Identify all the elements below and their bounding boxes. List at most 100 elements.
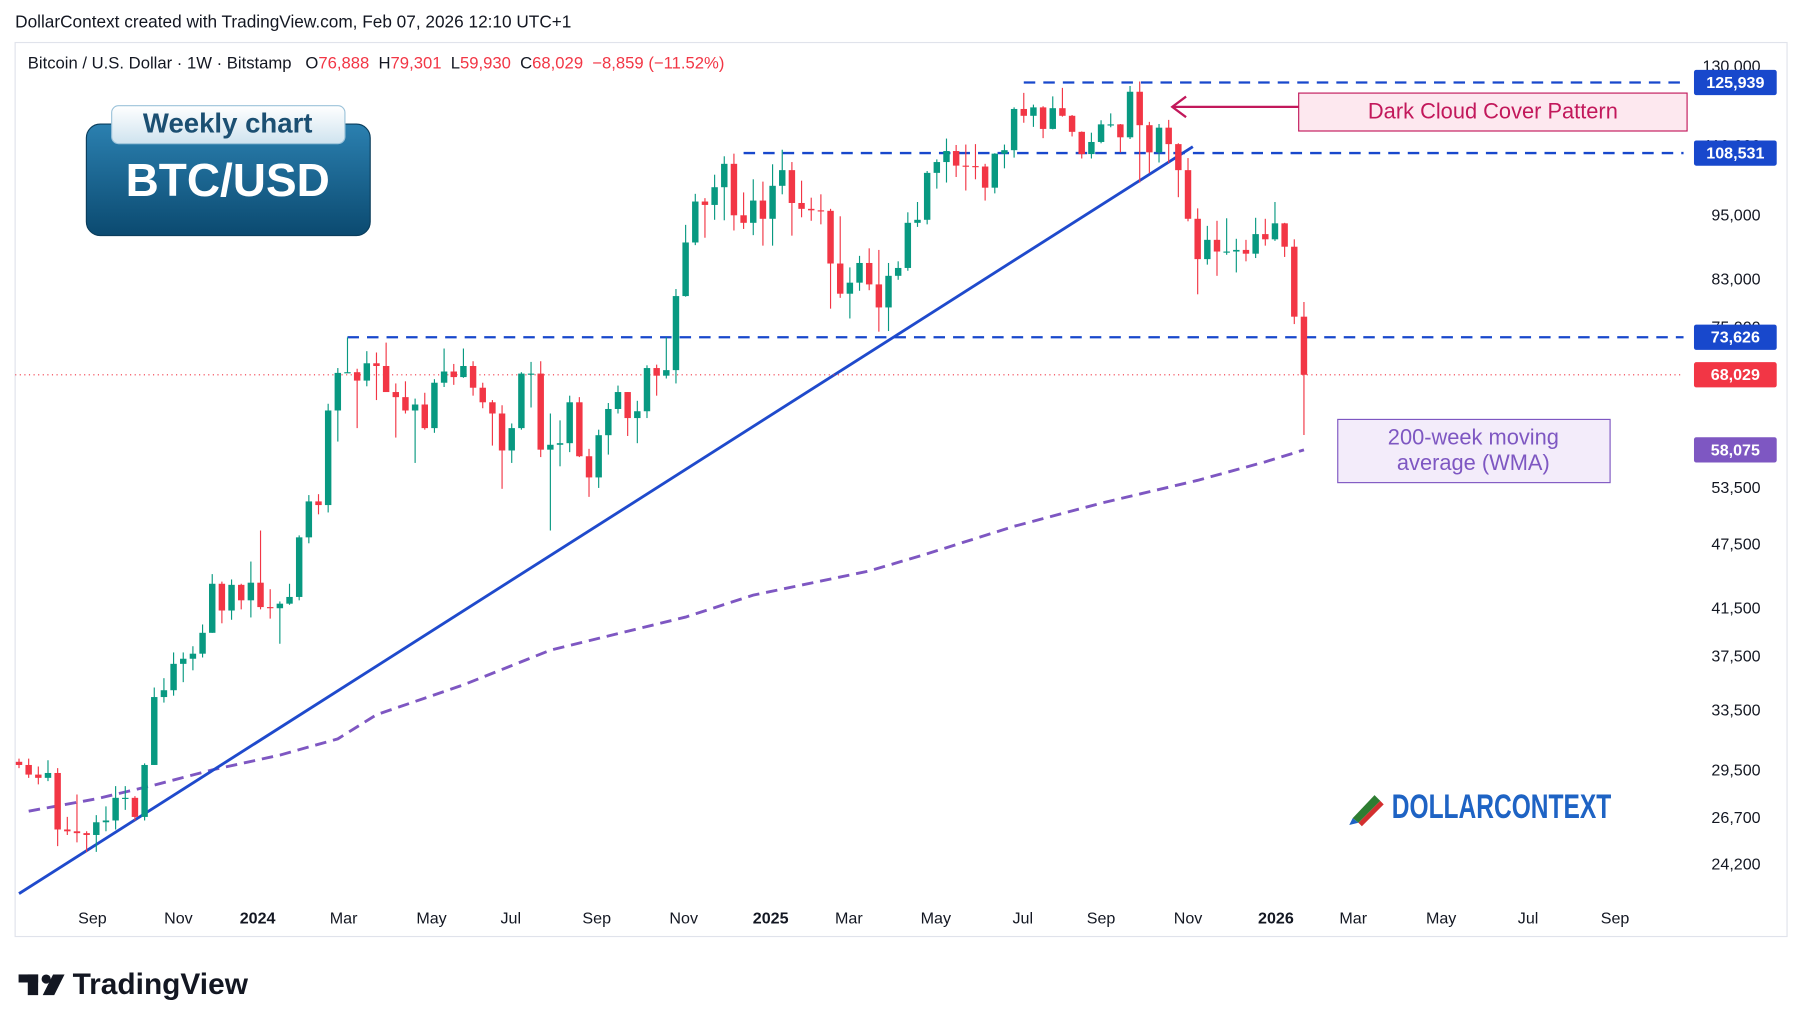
x-tick-label: Nov bbox=[1174, 910, 1203, 928]
x-tick-label: May bbox=[416, 910, 446, 928]
candle-body bbox=[537, 373, 544, 450]
candle-body bbox=[1213, 239, 1221, 252]
candle-body bbox=[141, 764, 148, 817]
candle-body bbox=[566, 402, 573, 444]
x-tick-label: Jul bbox=[1013, 910, 1034, 928]
header: DollarContext created with TradingView.c… bbox=[15, 12, 571, 32]
x-tick-label: 2026 bbox=[1258, 910, 1294, 928]
candle-body bbox=[469, 365, 477, 388]
y-tick-label: 83,000 bbox=[1711, 271, 1760, 289]
candle-body bbox=[1078, 131, 1085, 155]
candle-body bbox=[151, 697, 158, 765]
legend-value: 68,029 bbox=[532, 54, 583, 73]
y-tick-label: 29,500 bbox=[1711, 762, 1760, 780]
logo-icon bbox=[1358, 800, 1384, 827]
candle-body bbox=[991, 153, 999, 188]
candle-body bbox=[131, 797, 139, 817]
price-label: 125,939 bbox=[1706, 74, 1764, 92]
candle-body bbox=[295, 537, 303, 597]
candle-body bbox=[1165, 127, 1172, 145]
candle-body bbox=[353, 372, 361, 381]
candle-body bbox=[711, 187, 718, 205]
candle-body bbox=[788, 170, 796, 203]
candle-body bbox=[808, 208, 815, 211]
candle-body bbox=[981, 166, 989, 188]
candle-body bbox=[363, 363, 371, 381]
legend-change: −8,859 (−11.52%) bbox=[592, 54, 724, 73]
candle-body bbox=[1068, 115, 1076, 132]
candle-body bbox=[1262, 234, 1269, 240]
candle-body bbox=[1030, 107, 1037, 116]
candle-body bbox=[914, 219, 921, 223]
candle-body bbox=[585, 456, 593, 478]
candle-body bbox=[1204, 239, 1211, 260]
footer-text: TradingView bbox=[73, 968, 249, 1001]
candle-body bbox=[672, 296, 680, 371]
candle-body bbox=[170, 663, 177, 691]
logo-shape bbox=[41, 974, 51, 984]
candle-body bbox=[885, 275, 892, 308]
candle-body bbox=[189, 653, 197, 659]
candle-body bbox=[1136, 91, 1143, 126]
candle-body bbox=[605, 408, 612, 436]
candle-body bbox=[1126, 91, 1134, 138]
candle-body bbox=[305, 501, 313, 538]
logo-shape bbox=[42, 974, 65, 996]
candle-body bbox=[489, 402, 496, 414]
candle-body bbox=[846, 282, 854, 294]
y-tick-label: 53,500 bbox=[1711, 479, 1760, 497]
candle-body bbox=[209, 583, 216, 633]
candle-body bbox=[624, 392, 631, 419]
candle-body bbox=[431, 382, 438, 429]
x-tick-label: May bbox=[1426, 910, 1456, 928]
y-tick-label: 33,500 bbox=[1711, 701, 1760, 719]
y-tick-label: 47,500 bbox=[1711, 536, 1760, 554]
candle-body bbox=[73, 831, 81, 834]
candle-body bbox=[508, 428, 515, 451]
annotation-text: average (WMA) bbox=[1397, 450, 1550, 475]
candle-body bbox=[1252, 234, 1259, 254]
candle-body bbox=[1107, 124, 1114, 126]
price-label-box bbox=[1693, 362, 1777, 388]
candle-body bbox=[701, 201, 709, 205]
x-tick-label: Mar bbox=[835, 910, 863, 928]
candle-body bbox=[663, 370, 670, 376]
symbol: Bitcoin / U.S. Dollar · 1W · Bitstamp bbox=[28, 54, 292, 73]
price-label-box bbox=[1693, 324, 1777, 350]
candle-body bbox=[64, 829, 71, 832]
candle-body bbox=[527, 373, 535, 375]
candle-body bbox=[518, 373, 525, 429]
candle-body bbox=[160, 690, 168, 698]
candle-body bbox=[865, 262, 873, 285]
candle-body bbox=[1233, 249, 1240, 252]
candle-body bbox=[324, 410, 332, 506]
candle-body bbox=[1242, 249, 1250, 254]
candle-body bbox=[1020, 108, 1027, 116]
candle-body bbox=[875, 284, 883, 308]
candle-body bbox=[218, 583, 226, 611]
candle-body bbox=[180, 658, 187, 664]
candle-body bbox=[750, 200, 757, 223]
candle-body bbox=[286, 596, 293, 604]
candle-body bbox=[460, 365, 467, 378]
candle-body bbox=[817, 210, 825, 212]
legend-value: 79,301 bbox=[391, 54, 442, 73]
candle-body bbox=[44, 772, 52, 778]
candle-body bbox=[923, 172, 931, 220]
logo-icon bbox=[1349, 818, 1359, 826]
candle-body bbox=[614, 392, 622, 409]
price-label: 68,029 bbox=[1711, 366, 1760, 384]
x-tick-label: Nov bbox=[164, 910, 193, 928]
arrow-head bbox=[1170, 95, 1187, 119]
x-tick-label: Jul bbox=[1518, 910, 1539, 928]
candle-body bbox=[1300, 316, 1308, 375]
candle-body bbox=[759, 200, 767, 219]
candle-body bbox=[595, 435, 602, 478]
candle-body bbox=[402, 397, 409, 411]
legend-value: 76,888 bbox=[318, 54, 369, 73]
candle-body bbox=[1088, 141, 1095, 155]
candle-body bbox=[856, 262, 863, 283]
candle-body bbox=[653, 368, 660, 376]
logo-icon bbox=[1352, 795, 1381, 823]
